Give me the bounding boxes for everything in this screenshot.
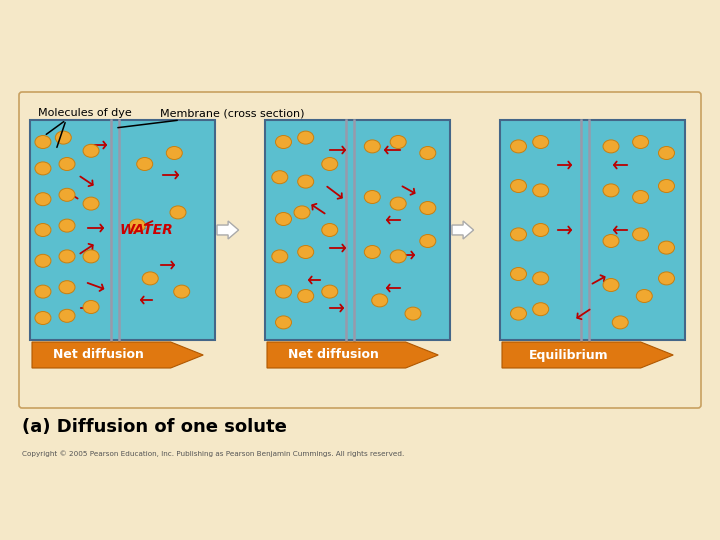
Text: Molecules of dye: Molecules of dye bbox=[38, 108, 132, 118]
Ellipse shape bbox=[612, 316, 629, 329]
Ellipse shape bbox=[390, 197, 406, 210]
Ellipse shape bbox=[276, 285, 292, 298]
Ellipse shape bbox=[174, 285, 189, 298]
Ellipse shape bbox=[272, 171, 288, 184]
Ellipse shape bbox=[166, 146, 182, 159]
Ellipse shape bbox=[659, 272, 675, 285]
FancyArrow shape bbox=[32, 342, 203, 368]
Ellipse shape bbox=[130, 219, 145, 232]
FancyBboxPatch shape bbox=[19, 92, 701, 408]
Ellipse shape bbox=[420, 201, 436, 214]
Bar bbox=[265, 120, 450, 340]
Ellipse shape bbox=[659, 146, 675, 159]
Ellipse shape bbox=[510, 140, 526, 153]
Ellipse shape bbox=[322, 158, 338, 171]
Text: Net diffusion: Net diffusion bbox=[53, 348, 144, 361]
Ellipse shape bbox=[59, 158, 75, 171]
Ellipse shape bbox=[170, 206, 186, 219]
Ellipse shape bbox=[59, 309, 75, 322]
Ellipse shape bbox=[603, 279, 619, 292]
Ellipse shape bbox=[603, 184, 619, 197]
Ellipse shape bbox=[59, 219, 75, 232]
Ellipse shape bbox=[510, 228, 526, 241]
Ellipse shape bbox=[364, 246, 380, 259]
FancyArrow shape bbox=[502, 342, 673, 368]
Bar bbox=[500, 120, 685, 340]
Ellipse shape bbox=[322, 224, 338, 237]
Ellipse shape bbox=[372, 294, 387, 307]
Ellipse shape bbox=[510, 267, 526, 280]
Ellipse shape bbox=[297, 289, 314, 302]
Ellipse shape bbox=[633, 228, 649, 241]
Ellipse shape bbox=[137, 158, 153, 171]
Ellipse shape bbox=[533, 136, 549, 148]
Text: Membrane (cross section): Membrane (cross section) bbox=[160, 108, 305, 118]
Ellipse shape bbox=[420, 234, 436, 247]
Ellipse shape bbox=[510, 307, 526, 320]
Ellipse shape bbox=[533, 272, 549, 285]
Text: WATER: WATER bbox=[120, 223, 174, 237]
Ellipse shape bbox=[510, 179, 526, 192]
Ellipse shape bbox=[533, 224, 549, 237]
Text: (a) Diffusion of one solute: (a) Diffusion of one solute bbox=[22, 418, 287, 436]
Ellipse shape bbox=[276, 316, 292, 329]
Text: Net diffusion: Net diffusion bbox=[288, 348, 379, 361]
Ellipse shape bbox=[659, 241, 675, 254]
Ellipse shape bbox=[364, 140, 380, 153]
Ellipse shape bbox=[420, 146, 436, 159]
Ellipse shape bbox=[55, 131, 71, 144]
Ellipse shape bbox=[633, 136, 649, 148]
Ellipse shape bbox=[35, 312, 51, 325]
Ellipse shape bbox=[405, 307, 421, 320]
FancyArrow shape bbox=[452, 221, 474, 239]
Ellipse shape bbox=[35, 285, 51, 298]
Ellipse shape bbox=[297, 246, 314, 259]
Ellipse shape bbox=[294, 206, 310, 219]
Ellipse shape bbox=[276, 136, 292, 148]
FancyArrow shape bbox=[267, 342, 438, 368]
Ellipse shape bbox=[59, 281, 75, 294]
Ellipse shape bbox=[390, 250, 406, 263]
Ellipse shape bbox=[533, 303, 549, 316]
Ellipse shape bbox=[390, 136, 406, 148]
Ellipse shape bbox=[297, 175, 314, 188]
Ellipse shape bbox=[603, 140, 619, 153]
Ellipse shape bbox=[276, 213, 292, 226]
Ellipse shape bbox=[83, 197, 99, 210]
Text: Equilibrium: Equilibrium bbox=[529, 348, 608, 361]
Ellipse shape bbox=[83, 250, 99, 263]
Ellipse shape bbox=[59, 188, 75, 201]
Ellipse shape bbox=[636, 289, 652, 302]
Ellipse shape bbox=[83, 300, 99, 314]
Ellipse shape bbox=[35, 162, 51, 175]
Ellipse shape bbox=[35, 224, 51, 237]
Ellipse shape bbox=[364, 191, 380, 204]
Ellipse shape bbox=[143, 272, 158, 285]
Text: Copyright © 2005 Pearson Education, Inc. Publishing as Pearson Benjamin Cummings: Copyright © 2005 Pearson Education, Inc.… bbox=[22, 450, 404, 457]
Ellipse shape bbox=[272, 250, 288, 263]
Ellipse shape bbox=[35, 136, 51, 148]
Ellipse shape bbox=[659, 179, 675, 192]
Bar bbox=[30, 120, 215, 340]
Ellipse shape bbox=[297, 131, 314, 144]
Ellipse shape bbox=[633, 191, 649, 204]
Ellipse shape bbox=[35, 193, 51, 206]
Ellipse shape bbox=[59, 250, 75, 263]
Ellipse shape bbox=[533, 184, 549, 197]
Ellipse shape bbox=[83, 144, 99, 157]
Ellipse shape bbox=[603, 234, 619, 247]
FancyArrow shape bbox=[217, 221, 238, 239]
Ellipse shape bbox=[322, 285, 338, 298]
Ellipse shape bbox=[35, 254, 51, 267]
